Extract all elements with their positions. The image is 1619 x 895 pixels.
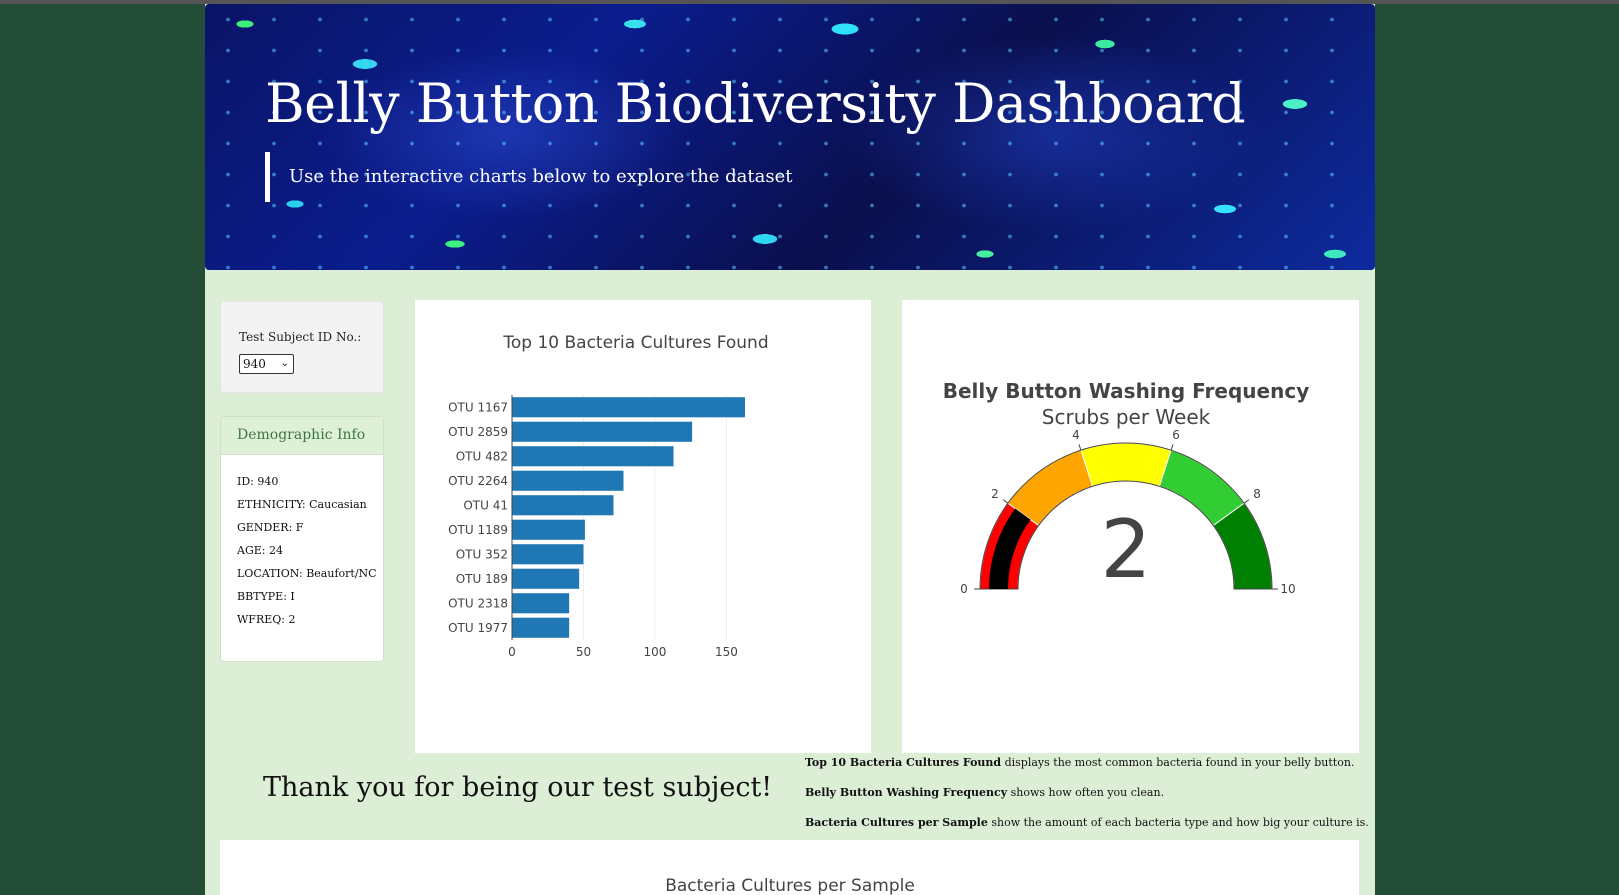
demographic-panel-body: ID: 940 ETHNICITY: Caucasian GENDER: F A… xyxy=(221,455,383,636)
header-banner: Belly Button Biodiversity Dashboard Use … xyxy=(205,4,1375,270)
bar-y-tick-label: OTU 2318 xyxy=(448,596,508,610)
bubble-chart-title: Bacteria Cultures per Sample xyxy=(665,876,915,895)
bar-chart-title: Top 10 Bacteria Cultures Found xyxy=(502,333,768,353)
bar-otu-41 xyxy=(512,495,614,516)
gauge-subtitle: Scrubs per Week xyxy=(1042,405,1211,429)
gauge-tick-label: 8 xyxy=(1253,487,1261,501)
bar-x-tick-label: 50 xyxy=(576,645,591,659)
bar-otu-482 xyxy=(512,446,674,467)
bar-y-tick-label: OTU 189 xyxy=(456,572,508,586)
gauge-tick-label: 0 xyxy=(960,582,968,596)
gauge-tick xyxy=(1170,444,1174,451)
demo-row-ethnicity: ETHNICITY: Caucasian xyxy=(237,498,367,511)
bar-y-tick-label: OTU 2859 xyxy=(448,425,508,439)
gauge-chart-card: Belly Button Washing Frequency Scrubs per… xyxy=(902,300,1359,753)
chart-descriptions: Top 10 Bacteria Cultures Found displays … xyxy=(805,756,1369,846)
gauge-tick-label: 4 xyxy=(1072,428,1080,442)
bar-x-tick-label: 150 xyxy=(715,645,738,659)
demo-row-bbtype: BBTYPE: I xyxy=(237,590,295,603)
demo-row-id: ID: 940 xyxy=(237,475,279,488)
bar-y-tick-label: OTU 482 xyxy=(456,449,508,463)
page-title: Belly Button Biodiversity Dashboard xyxy=(265,72,1246,135)
demographic-panel-title: Demographic Info xyxy=(221,417,383,455)
bar-x-tick-label: 0 xyxy=(508,645,516,659)
thank-you-message: Thank you for being our test subject! xyxy=(263,772,773,803)
bar-y-tick-label: OTU 41 xyxy=(463,498,508,512)
note-gauge-chart: Belly Button Washing Frequency shows how… xyxy=(805,786,1165,799)
bar-y-tick-label: OTU 1977 xyxy=(448,621,508,635)
subject-id-select[interactable]: 940 ⌄ xyxy=(239,354,294,374)
demo-row-age: AGE: 24 xyxy=(237,544,283,557)
bar-y-tick-label: OTU 1167 xyxy=(448,400,508,414)
bar-chart-card: Top 10 Bacteria Cultures Found 0 50 100 150 O… xyxy=(415,300,871,753)
gauge-tick xyxy=(1243,499,1250,504)
bar-otu-2264 xyxy=(512,470,624,491)
bar-otu-2318 xyxy=(512,593,570,614)
gauge-tick-label: 2 xyxy=(991,487,999,501)
demographic-panel: Demographic Info ID: 940 ETHNICITY: Cauc… xyxy=(220,416,384,662)
bubble-chart[interactable]: Bacteria Cultures per Sample xyxy=(220,840,1359,895)
bar-y-tick-label: OTU 352 xyxy=(456,547,508,561)
gauge-outline xyxy=(979,442,1273,590)
dashboard-page: Belly Button Biodiversity Dashboard Use … xyxy=(205,4,1375,895)
subtitle-block: Use the interactive charts below to expl… xyxy=(265,152,793,202)
browser-edge xyxy=(0,0,1619,4)
demo-row-gender: GENDER: F xyxy=(237,521,304,534)
subject-id-value: 940 xyxy=(243,357,266,371)
bar-otu-2859 xyxy=(512,421,693,442)
gauge-value-bar xyxy=(989,508,1031,589)
bar-otu-1167 xyxy=(512,397,745,418)
bar-otu-352 xyxy=(512,544,584,565)
subject-select-label: Test Subject ID No.: xyxy=(239,330,362,344)
note-bubble-chart: Bacteria Cultures per Sample show the am… xyxy=(805,816,1369,829)
subject-selector-well: Test Subject ID No.: 940 ⌄ xyxy=(220,301,384,393)
bar-otu-1977 xyxy=(512,617,570,638)
gauge-value-number: 2 xyxy=(1101,503,1152,596)
bar-chart[interactable]: Top 10 Bacteria Cultures Found 0 50 100 150 O… xyxy=(415,300,871,753)
gauge-band xyxy=(1080,442,1172,487)
gauge-title: Belly Button Washing Frequency xyxy=(943,379,1309,403)
chevron-down-icon: ⌄ xyxy=(280,358,289,369)
gauge-tick-label: 10 xyxy=(1280,582,1295,596)
bubble-chart-card: Bacteria Cultures per Sample xyxy=(220,840,1359,895)
demo-row-wfreq: WFREQ: 2 xyxy=(237,613,296,626)
gauge-tick xyxy=(1002,499,1009,504)
bar-y-tick-label: OTU 2264 xyxy=(448,474,508,488)
gauge-tick-label: 6 xyxy=(1172,428,1180,442)
gauge-tick xyxy=(1078,444,1082,451)
bar-x-tick-label: 100 xyxy=(643,645,666,659)
demo-row-location: LOCATION: Beaufort/NC xyxy=(237,567,377,580)
page-subtitle: Use the interactive charts below to expl… xyxy=(289,166,793,187)
bar-y-tick-label: OTU 1189 xyxy=(448,523,508,537)
banner-background-image xyxy=(205,4,1375,270)
bar-otu-189 xyxy=(512,568,580,589)
bar-otu-1189 xyxy=(512,519,585,540)
note-bar-chart: Top 10 Bacteria Cultures Found displays … xyxy=(805,756,1355,769)
